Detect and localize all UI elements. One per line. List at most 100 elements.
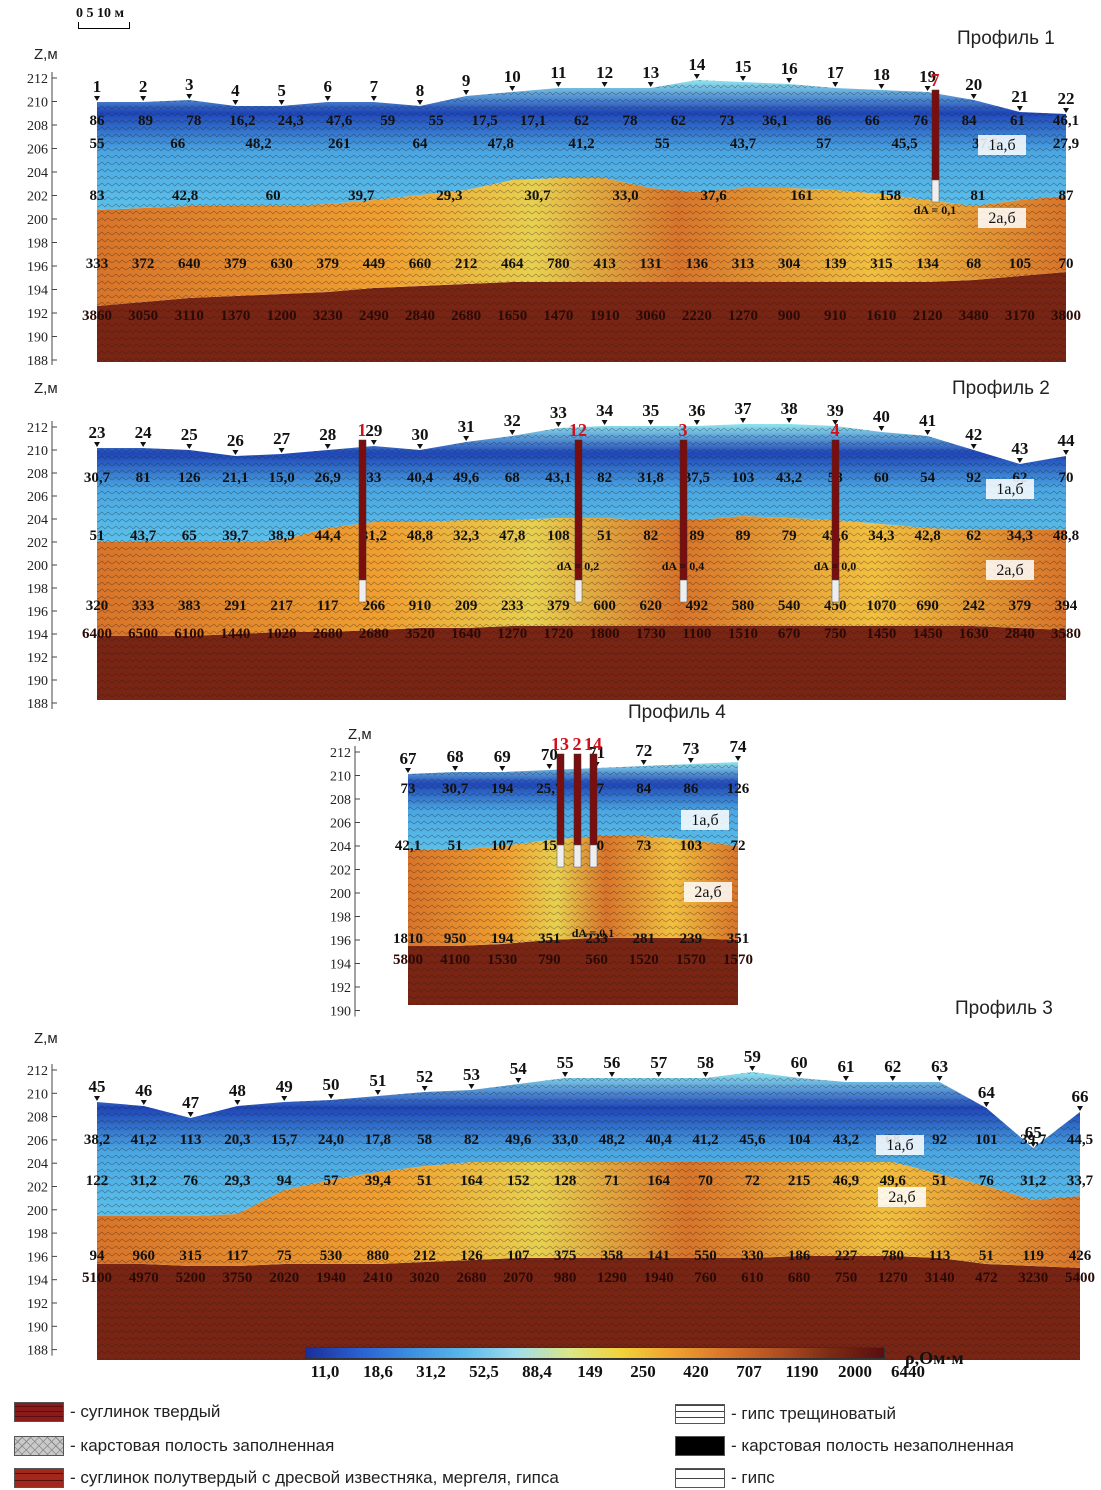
resistivity-value: 45,6 — [739, 1132, 766, 1148]
station-label: 40 — [873, 407, 890, 426]
resistivity-value: 43,1 — [545, 470, 571, 486]
station-marker-icon — [702, 1072, 709, 1077]
station-label: 17 — [827, 63, 845, 82]
station-marker-icon — [740, 418, 746, 423]
station-label: 48 — [229, 1081, 246, 1100]
resistivity-value: 33,7 — [1067, 1173, 1094, 1189]
colorbar-tick-label: 1190 — [785, 1362, 819, 1381]
resistivity-value: 372 — [132, 256, 155, 272]
legend-item-fractured-gypsum: - гипс трещиноватый — [675, 1404, 896, 1424]
resistivity-value: 1570 — [723, 952, 753, 968]
resistivity-value: 39,7 — [222, 528, 249, 544]
resistivity-value: 450 — [824, 598, 847, 614]
resistivity-value: 46,1 — [1053, 113, 1079, 129]
station-marker-icon — [324, 444, 331, 449]
station-label: 45 — [89, 1077, 106, 1096]
resistivity-value: 139 — [824, 256, 847, 272]
resistivity-value: 426 — [1069, 1248, 1092, 1264]
resistivity-value: 136 — [686, 256, 709, 272]
resistivity-value: 51 — [90, 528, 105, 544]
resistivity-value: 41,2 — [131, 1132, 157, 1148]
resistivity-value: 73 — [719, 113, 734, 129]
clay-hatch — [408, 762, 738, 850]
resistivity-value: 194 — [491, 781, 514, 797]
svg-text:1а,б: 1а,б — [691, 812, 718, 829]
resistivity-colorbar — [305, 1347, 885, 1359]
resistivity-value: 55 — [90, 136, 105, 152]
station-marker-icon — [509, 430, 516, 435]
svg-text:2а,б: 2а,б — [996, 562, 1023, 579]
z-tick-label: 190 — [27, 1320, 48, 1335]
resistivity-value: 3060 — [636, 308, 666, 324]
borehole-core — [574, 579, 583, 603]
station-marker-icon — [842, 1076, 849, 1081]
resistivity-value: 42,8 — [172, 188, 198, 204]
station-marker-icon — [186, 444, 193, 449]
z-axis-label: Z,м — [34, 46, 58, 63]
scale-bar-label: 0 5 10 м — [76, 6, 125, 21]
station-marker-icon — [749, 1066, 756, 1071]
resistivity-value: 3140 — [925, 1270, 955, 1286]
station-marker-icon — [324, 96, 331, 101]
resistivity-value: 71 — [604, 1173, 619, 1189]
station-label: 8 — [416, 81, 425, 100]
profile-2-title: Профиль 2 — [952, 378, 1050, 399]
resistivity-value: 6400 — [82, 626, 112, 642]
resistivity-value: 2840 — [1005, 626, 1035, 642]
station-marker-icon — [278, 100, 285, 105]
resistivity-value: 60 — [266, 188, 281, 204]
fractured-gypsum-swatch-icon — [675, 1404, 725, 1424]
resistivity-value: 550 — [694, 1248, 717, 1264]
z-tick-label: 198 — [27, 582, 48, 597]
station-label: 61 — [837, 1057, 854, 1076]
resistivity-value: 31,8 — [638, 470, 664, 486]
resistivity-value: 1440 — [220, 626, 250, 642]
z-tick-label: 190 — [27, 331, 48, 346]
station-label: 28 — [319, 425, 336, 444]
station-marker-icon — [186, 94, 193, 99]
station-label: 70 — [541, 745, 558, 764]
resistivity-value: 104 — [788, 1132, 811, 1148]
resistivity-value: 4100 — [440, 952, 470, 968]
z-tick-label: 206 — [330, 817, 351, 832]
resistivity-value: 38,9 — [268, 528, 294, 544]
station-label: 50 — [323, 1075, 340, 1094]
resistivity-value: 1270 — [878, 1270, 908, 1286]
resistivity-value: 320 — [86, 598, 109, 614]
resistivity-value: 680 — [788, 1270, 811, 1286]
resistivity-value: 1610 — [866, 308, 896, 324]
z-tick-label: 192 — [27, 1297, 48, 1312]
z-tick-label: 188 — [27, 697, 48, 710]
z-axis-label: Z,м — [34, 380, 58, 397]
station-marker-icon — [140, 442, 147, 447]
resistivity-value: 134 — [916, 256, 939, 272]
station-label: 52 — [416, 1067, 433, 1086]
station-marker-icon — [1077, 1106, 1083, 1111]
resistivity-value: 45,5 — [891, 136, 917, 152]
resistivity-value: 158 — [879, 188, 902, 204]
resistivity-value: 103 — [680, 838, 703, 854]
station-marker-icon — [1063, 108, 1069, 113]
resistivity-value: 94 — [90, 1248, 106, 1264]
resistivity-value: 15,7 — [271, 1132, 298, 1148]
station-label: 62 — [884, 1057, 901, 1076]
resistivity-value: 51 — [597, 528, 612, 544]
resistivity-value: 1470 — [543, 308, 573, 324]
resistivity-value: 66 — [865, 113, 881, 129]
resistivity-value: 55 — [655, 136, 670, 152]
station-marker-icon — [417, 100, 423, 105]
station-marker-icon — [140, 96, 147, 101]
resistivity-value: 51 — [932, 1173, 947, 1189]
station-marker-icon — [281, 1096, 288, 1101]
resistivity-value: 62 — [966, 528, 981, 544]
resistivity-value: 108 — [547, 528, 570, 544]
resistivity-value: 103 — [732, 470, 755, 486]
station-marker-icon — [832, 420, 839, 425]
station-marker-icon — [370, 96, 377, 101]
legend-item-semi-hard-loam: - суглинок полутвердый с дресвой известн… — [14, 1468, 559, 1488]
station-marker-icon — [1016, 106, 1023, 111]
station-label: 38 — [781, 399, 798, 418]
resistivity-value: 89 — [736, 528, 751, 544]
resistivity-value: 68 — [966, 256, 981, 272]
resistivity-value: 113 — [180, 1132, 202, 1148]
